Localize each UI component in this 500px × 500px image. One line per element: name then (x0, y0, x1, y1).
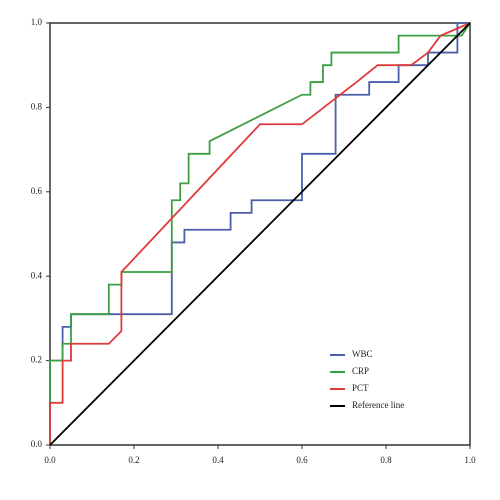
roc-curve (49, 22, 471, 445)
legend-label: CRP (352, 366, 369, 376)
x-tick-label: 0.2 (128, 455, 139, 465)
x-tick-label: 0.4 (212, 455, 224, 465)
y-tick-label: 0.8 (31, 101, 43, 111)
legend-label: Reference line (352, 400, 404, 410)
y-tick-label: 0.4 (31, 270, 43, 280)
y-tick-label: 0.2 (31, 355, 42, 365)
x-tick-label: 0.0 (44, 455, 56, 465)
plot-frame (49, 22, 471, 446)
legend-label: PCT (352, 383, 369, 393)
roc-curve (49, 22, 471, 445)
y-tick-label: 0.0 (31, 439, 43, 449)
roc-curve (49, 22, 471, 446)
legend-label: WBC (352, 349, 373, 359)
y-tick-label: 0.6 (31, 186, 43, 196)
x-tick-label: 0.8 (380, 455, 392, 465)
y-tick-label: 1.0 (31, 17, 43, 27)
x-tick-label: 0.6 (296, 455, 308, 465)
x-tick-label: 1.0 (464, 455, 476, 465)
